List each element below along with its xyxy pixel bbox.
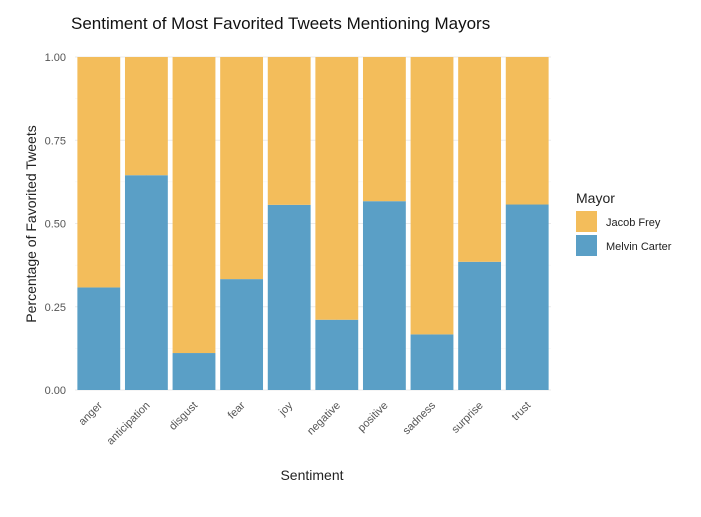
x-tick-label: sadness xyxy=(401,399,439,437)
x-tick-label: disgust xyxy=(167,400,200,433)
bar-melvin-carter-negative xyxy=(315,319,359,390)
x-tick-label: trust xyxy=(510,400,534,424)
legend-swatch xyxy=(576,235,597,256)
bar-jacob-frey-sadness xyxy=(410,57,454,335)
bar-melvin-carter-surprise xyxy=(458,261,502,390)
y-tick-label: 0.00 xyxy=(45,385,66,397)
bar-jacob-frey-fear xyxy=(220,57,264,280)
bar-jacob-frey-positive xyxy=(362,57,406,202)
bar-melvin-carter-joy xyxy=(267,204,311,390)
legend-title: Mayor xyxy=(576,190,615,206)
x-tick-label: joy xyxy=(276,399,295,418)
bar-melvin-carter-sadness xyxy=(410,334,454,390)
bar-jacob-frey-disgust xyxy=(172,57,216,354)
y-axis-title: Percentage of Favorited Tweets xyxy=(23,125,39,322)
y-tick-label: 0.25 xyxy=(45,302,66,314)
x-tick-label: anger xyxy=(77,399,106,428)
chart-title: Sentiment of Most Favorited Tweets Menti… xyxy=(71,14,490,33)
legend-swatch xyxy=(576,211,597,232)
y-tick-label: 0.50 xyxy=(45,219,66,231)
bar-jacob-frey-trust xyxy=(505,57,549,205)
x-tick-labels: anger anticipation disgust fear joy negative p… xyxy=(77,399,534,447)
legend-label: Melvin Carter xyxy=(606,241,672,253)
bar-melvin-carter-positive xyxy=(362,201,406,390)
bar-jacob-frey-negative xyxy=(315,57,359,320)
x-axis-title: Sentiment xyxy=(280,467,343,483)
bar-melvin-carter-fear xyxy=(220,279,264,390)
legend: Mayor Jacob Frey Melvin Carter xyxy=(576,190,672,256)
bar-melvin-carter-anticipation xyxy=(124,175,168,390)
x-tick-label: anticipation xyxy=(105,400,153,448)
x-tick-label: positive xyxy=(356,400,391,435)
y-tick-labels: 0.00 0.25 0.50 0.75 1.00 xyxy=(45,52,66,397)
x-tick-label: surprise xyxy=(450,400,486,436)
x-tick-label: negative xyxy=(305,400,343,438)
bars xyxy=(77,57,549,390)
bar-jacob-frey-surprise xyxy=(458,57,502,262)
bar-melvin-carter-trust xyxy=(505,204,549,390)
legend-label: Jacob Frey xyxy=(606,217,661,229)
y-tick-label: 0.75 xyxy=(45,135,66,147)
y-tick-label: 1.00 xyxy=(45,52,66,64)
bar-jacob-frey-joy xyxy=(267,57,311,205)
bar-jacob-frey-anger xyxy=(77,57,121,288)
bar-melvin-carter-anger xyxy=(77,287,121,390)
bar-jacob-frey-anticipation xyxy=(124,57,168,176)
bar-melvin-carter-disgust xyxy=(172,353,216,390)
x-tick-label: fear xyxy=(226,399,248,421)
